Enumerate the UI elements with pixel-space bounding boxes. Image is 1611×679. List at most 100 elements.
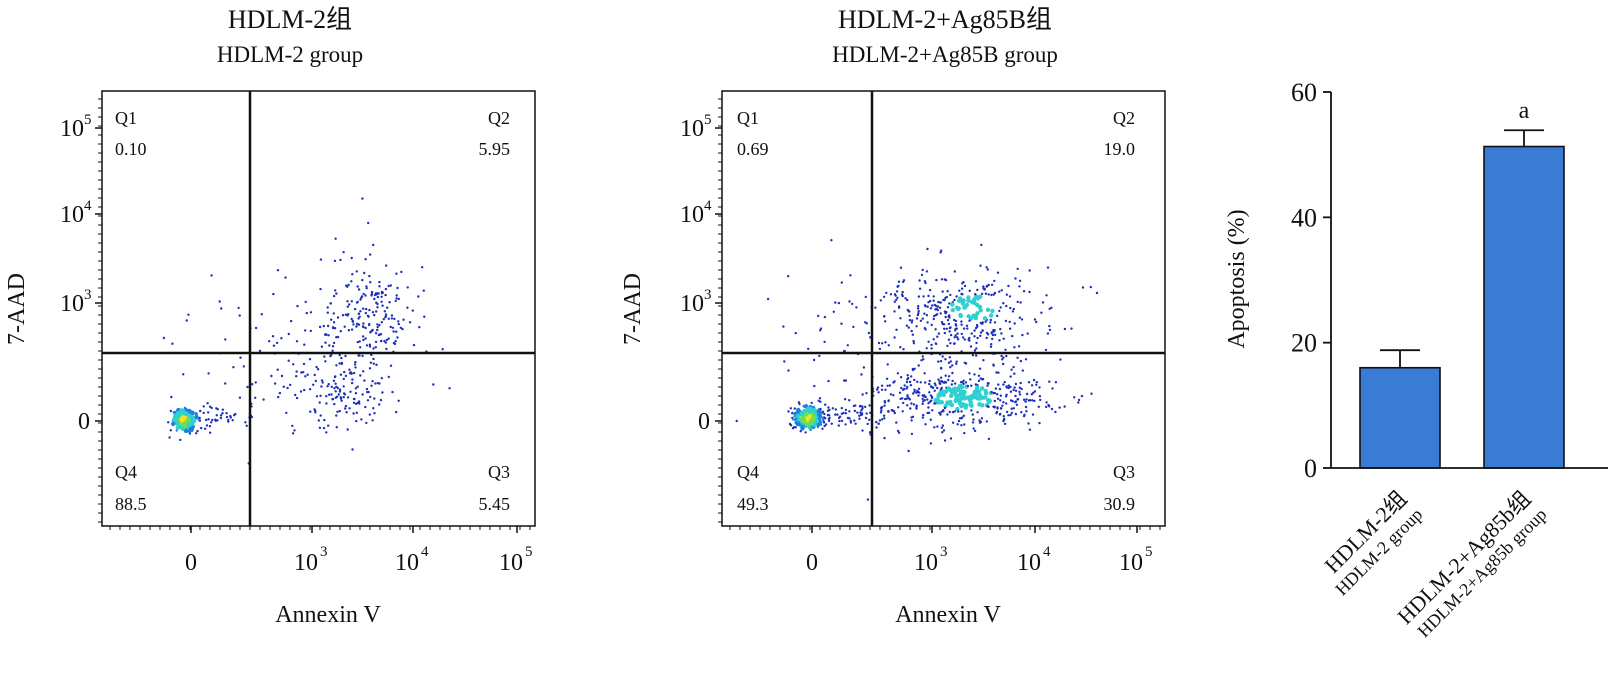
event-dot bbox=[376, 306, 379, 309]
event-dot bbox=[885, 377, 889, 380]
event-dot bbox=[1033, 399, 1036, 403]
event-dot bbox=[347, 313, 350, 316]
event-dot bbox=[378, 285, 381, 288]
event-dot bbox=[915, 406, 918, 409]
event-dot bbox=[975, 388, 980, 394]
event-dot bbox=[919, 381, 922, 384]
event-dot bbox=[864, 295, 867, 299]
event-dot bbox=[908, 380, 912, 384]
event-dot bbox=[931, 409, 934, 412]
event-dot bbox=[915, 317, 919, 320]
event-dot bbox=[355, 411, 358, 414]
event-dot bbox=[276, 269, 280, 272]
event-dot bbox=[378, 324, 381, 327]
event-dot bbox=[934, 384, 937, 387]
event-dot bbox=[318, 426, 322, 429]
event-dot bbox=[348, 407, 351, 410]
event-dot bbox=[943, 298, 946, 302]
event-dot bbox=[342, 385, 345, 388]
event-dot bbox=[1032, 391, 1035, 394]
event-dot bbox=[1039, 398, 1042, 402]
event-dot bbox=[356, 322, 359, 326]
event-dot bbox=[944, 315, 947, 319]
event-dot bbox=[962, 327, 966, 330]
event-dot bbox=[981, 321, 984, 324]
event-dot bbox=[959, 389, 964, 394]
event-dot bbox=[294, 393, 297, 397]
event-dot bbox=[992, 363, 995, 366]
event-dot bbox=[880, 384, 884, 387]
event-dot bbox=[823, 412, 826, 416]
event-dot bbox=[1010, 368, 1013, 371]
event-dot bbox=[197, 418, 200, 421]
event-dot bbox=[1026, 332, 1029, 335]
event-dot bbox=[1058, 406, 1061, 409]
event-dot bbox=[884, 388, 887, 391]
x-tick-label: 10 bbox=[914, 550, 938, 576]
event-dot bbox=[389, 284, 392, 287]
event-dot bbox=[897, 306, 901, 309]
event-dot bbox=[384, 313, 388, 316]
event-dot bbox=[787, 275, 790, 278]
event-dot bbox=[965, 395, 970, 400]
event-dot bbox=[963, 403, 969, 408]
event-dot bbox=[821, 427, 824, 430]
event-dot bbox=[391, 326, 394, 329]
event-dot bbox=[849, 274, 852, 277]
event-dot bbox=[1045, 294, 1048, 297]
event-dot bbox=[1027, 381, 1031, 384]
event-dot bbox=[169, 429, 172, 432]
event-dot bbox=[954, 319, 958, 323]
event-dot bbox=[945, 400, 950, 405]
panel-1-x-ticks: 0 10 3 10 4 10 5 bbox=[109, 526, 533, 576]
event-dot bbox=[1028, 290, 1031, 294]
event-dot bbox=[171, 421, 176, 427]
event-dot bbox=[977, 304, 983, 310]
event-dot bbox=[990, 308, 995, 314]
event-dot bbox=[220, 307, 223, 310]
event-dot bbox=[376, 302, 379, 306]
event-dot bbox=[973, 349, 977, 352]
event-dot bbox=[819, 410, 822, 413]
event-dot bbox=[907, 326, 910, 329]
event-dot bbox=[295, 340, 299, 343]
event-dot bbox=[948, 302, 951, 305]
event-dot bbox=[375, 310, 378, 313]
event-dot bbox=[402, 318, 405, 321]
event-dot bbox=[364, 337, 367, 340]
event-dot bbox=[892, 394, 895, 397]
event-dot bbox=[912, 392, 915, 395]
event-dot bbox=[380, 295, 383, 298]
event-dot bbox=[406, 286, 409, 289]
event-dot bbox=[882, 295, 886, 298]
panel-2-x-ticks: 0 10 3 10 4 10 5 bbox=[729, 526, 1161, 576]
event-dot bbox=[344, 374, 348, 378]
event-dot bbox=[788, 422, 792, 426]
event-dot bbox=[372, 347, 375, 350]
event-dot bbox=[335, 292, 338, 295]
event-dot bbox=[335, 364, 338, 367]
event-dot bbox=[924, 381, 927, 384]
event-dot bbox=[334, 396, 337, 399]
event-dot bbox=[912, 342, 916, 345]
event-dot bbox=[887, 410, 890, 413]
event-dot bbox=[789, 407, 792, 410]
event-dot bbox=[946, 290, 949, 293]
event-dot bbox=[910, 419, 913, 422]
event-dot bbox=[185, 319, 188, 322]
event-dot bbox=[836, 413, 839, 416]
event-dot bbox=[365, 307, 368, 311]
event-dot bbox=[982, 285, 985, 288]
event-dot bbox=[975, 347, 978, 350]
event-dot bbox=[380, 321, 383, 324]
event-dot bbox=[1001, 362, 1005, 366]
event-dot bbox=[946, 344, 949, 348]
event-dot bbox=[352, 412, 355, 415]
event-dot bbox=[239, 356, 242, 359]
event-dot bbox=[807, 414, 812, 420]
event-dot bbox=[1009, 390, 1013, 393]
event-dot bbox=[367, 315, 370, 318]
